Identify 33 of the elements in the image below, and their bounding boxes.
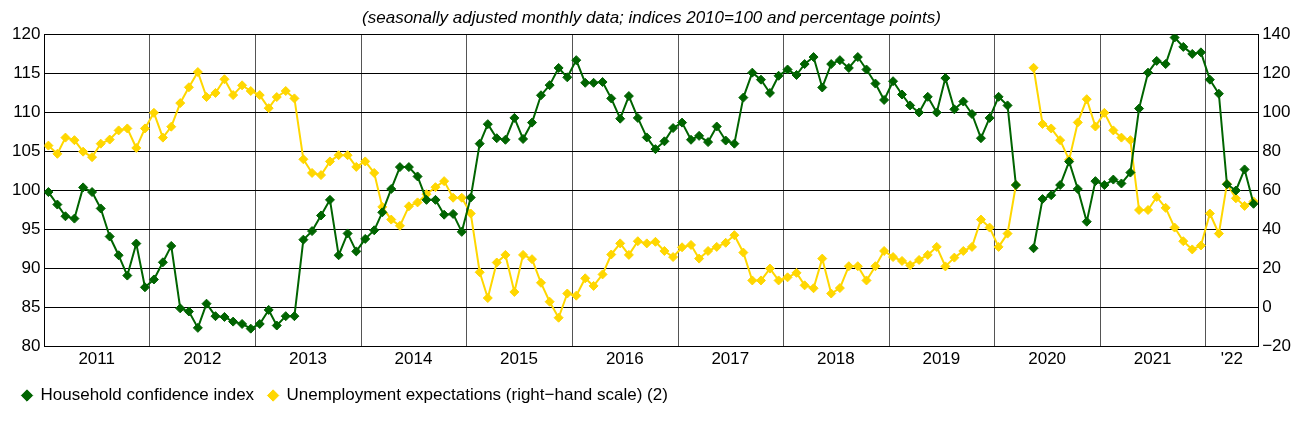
x-tick-label: 2014 (394, 349, 433, 369)
y-tick-label: 120 (11, 24, 41, 44)
y2-tick-label: 80 (1262, 141, 1282, 161)
y2-tick-label: 20 (1262, 258, 1282, 278)
y2-tick-label: −20 (1262, 336, 1292, 356)
x-tick-label: 2017 (711, 349, 750, 369)
chart-subtitle: (seasonally adjusted monthly data; indices 2010=100 and percentage points) (362, 7, 941, 27)
y2-tick-label: 120 (1262, 63, 1291, 83)
x-tick-label: 2011 (78, 349, 115, 369)
y-tick-label: 80 (21, 336, 41, 356)
legend-label: Household confidence index (40, 385, 255, 405)
y2-tick-label: 60 (1262, 180, 1282, 200)
y-tick-label: 95 (21, 219, 41, 239)
x-tick-label: '22 (1220, 349, 1243, 369)
legend-label: Unemployment expectations (right−hand scale) (2) (286, 385, 668, 405)
y-tick-label: 105 (11, 141, 41, 161)
y2-tick-label: 40 (1262, 219, 1282, 239)
x-tick-label: 2015 (500, 349, 538, 369)
y-tick-label: 85 (21, 297, 41, 317)
x-tick-label: 2020 (1028, 349, 1067, 369)
y2-tick-label: 100 (1262, 102, 1291, 122)
y2-tick-label: 140 (1262, 24, 1291, 44)
x-tick-label: 2019 (922, 349, 961, 369)
x-tick-label: 2018 (816, 349, 855, 369)
x-tick-label: 2016 (605, 349, 644, 369)
y-tick-label: 110 (13, 102, 41, 122)
x-tick-label: 2021 (1133, 349, 1172, 369)
x-tick-label: 2012 (183, 349, 222, 369)
y-tick-label: 100 (11, 180, 41, 200)
y-tick-label: 90 (21, 258, 41, 278)
y2-tick-label: 0 (1262, 297, 1272, 317)
y-tick-label: 115 (13, 63, 41, 83)
x-tick-label: 2013 (289, 349, 327, 369)
